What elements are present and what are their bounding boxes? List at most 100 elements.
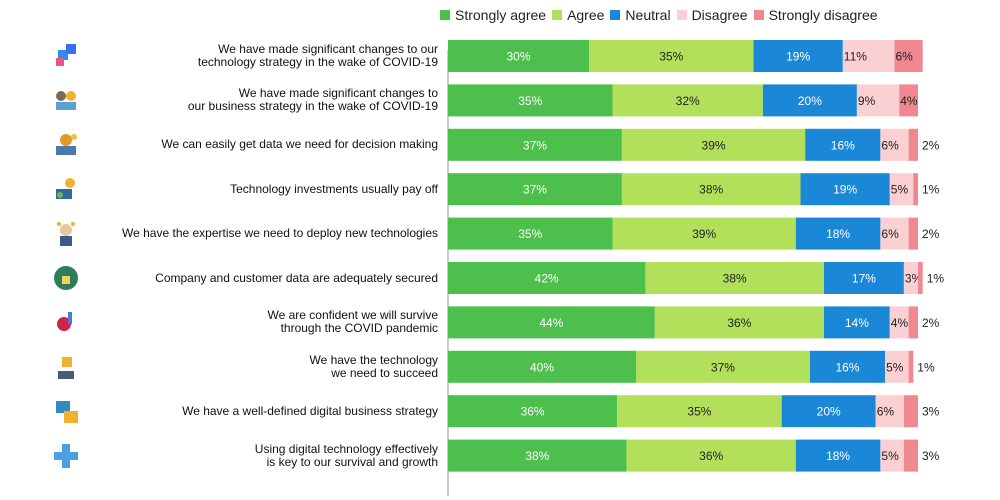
data-label: 2%	[922, 316, 940, 330]
row-label: Using digital technology effectively is …	[254, 441, 438, 469]
bar-segment	[654, 306, 824, 339]
data-label: 20%	[798, 94, 822, 108]
data-label: 39%	[702, 138, 726, 152]
digital-cross-icon	[54, 443, 78, 468]
people-gears-icon	[56, 91, 76, 111]
legend-swatch	[610, 10, 621, 20]
legend-swatch	[552, 10, 563, 20]
legend-label: Neutral	[625, 7, 671, 23]
bar-segment	[856, 84, 900, 117]
data-label: 38%	[723, 272, 747, 286]
bar-segment	[781, 395, 876, 428]
data-label: 44%	[539, 316, 563, 330]
bar-segment	[918, 262, 923, 294]
team-gear-icon	[56, 133, 77, 155]
legend-label: Disagree	[691, 7, 748, 23]
legend-swatch	[440, 10, 450, 20]
data-label: 36%	[521, 405, 545, 419]
bar-segment	[636, 350, 810, 383]
bar-segment	[448, 217, 613, 250]
data-label: 16%	[835, 360, 859, 374]
row-label: Company and customer data are adequately…	[155, 270, 438, 285]
legend-label: Agree	[567, 7, 605, 23]
bar-segment	[448, 395, 618, 428]
data-label: 37%	[523, 183, 547, 197]
legend-item: Disagree	[676, 7, 748, 23]
bar-segment	[880, 217, 909, 250]
data-label: 35%	[687, 405, 711, 419]
data-label: 2%	[922, 138, 940, 152]
bar-segment	[448, 40, 589, 72]
row-label: We have made significant changes to our …	[197, 42, 438, 69]
bar-segment	[621, 173, 801, 206]
legend-item: Neutral	[610, 7, 671, 23]
legend-item: Agree	[552, 7, 604, 23]
bar-segment	[753, 40, 843, 72]
bar-segment	[889, 306, 909, 339]
legend-item: Strongly agree	[440, 7, 546, 23]
bar-segment	[908, 128, 918, 161]
row-label: Technology investments usually pay off	[230, 181, 438, 196]
bar-segment	[880, 439, 904, 472]
data-label: 17%	[852, 272, 876, 286]
data-label: 30%	[506, 50, 530, 64]
data-label: 35%	[518, 94, 542, 108]
data-label: 18%	[826, 227, 850, 241]
expert-person-icon	[57, 221, 75, 246]
data-label: 6%	[877, 405, 895, 419]
data-label: 3%	[922, 449, 940, 463]
legend-swatch	[676, 10, 687, 20]
data-label: 19%	[786, 50, 810, 64]
data-label: 5%	[891, 183, 909, 197]
row-label: We are confident we will survive through…	[267, 308, 438, 336]
data-label: 6%	[881, 138, 899, 152]
data-label: 35%	[659, 50, 683, 64]
bar-segment	[621, 128, 806, 161]
bar-segment	[913, 173, 918, 206]
legend-label: Strongly agree	[455, 7, 547, 23]
bar-segment	[448, 173, 622, 206]
bar-segment	[894, 40, 923, 72]
data-label: 2%	[922, 227, 940, 241]
bar-segment	[448, 306, 655, 339]
bar-segment	[805, 128, 881, 161]
bar-segment	[889, 173, 914, 206]
data-label: 1%	[927, 272, 945, 286]
app-tiles-icon	[56, 44, 76, 66]
data-label: 19%	[833, 183, 857, 197]
bar-segment	[448, 350, 636, 383]
bar-segment	[875, 395, 904, 428]
bar-segment	[885, 350, 909, 383]
bar-segment	[612, 217, 796, 250]
bar-segment	[842, 40, 895, 72]
data-label: 4%	[891, 316, 909, 330]
bar-segment	[762, 84, 857, 117]
data-label: 5%	[881, 449, 899, 463]
data-label: 38%	[699, 183, 723, 197]
bar-segment	[800, 173, 890, 206]
data-label: 18%	[826, 449, 850, 463]
data-label: 42%	[535, 272, 559, 286]
bar-segment	[809, 350, 886, 383]
trophy-hand-icon	[58, 356, 74, 379]
bar-segment	[645, 262, 824, 294]
bar-segment	[448, 128, 622, 161]
chart-legend: Strongly agree Agree Neutral Disagree Strong…	[440, 5, 884, 25]
data-label: 35%	[518, 227, 542, 241]
bar-segment	[880, 128, 909, 161]
data-label: 3%	[922, 405, 940, 419]
data-label: 39%	[692, 227, 716, 241]
data-label: 1%	[922, 183, 940, 197]
bar-segment	[908, 350, 914, 383]
data-label: 4%	[900, 94, 918, 108]
data-label: 32%	[676, 94, 700, 108]
virus-vaccine-icon	[57, 312, 72, 332]
data-label: 38%	[525, 449, 549, 463]
data-label: 11%	[844, 50, 867, 64]
data-label: 36%	[727, 316, 751, 330]
bar-segment	[899, 84, 918, 117]
data-label: 9%	[858, 94, 876, 108]
data-label: 20%	[817, 405, 841, 419]
bar-segment	[903, 395, 918, 428]
data-label: 37%	[523, 138, 547, 152]
